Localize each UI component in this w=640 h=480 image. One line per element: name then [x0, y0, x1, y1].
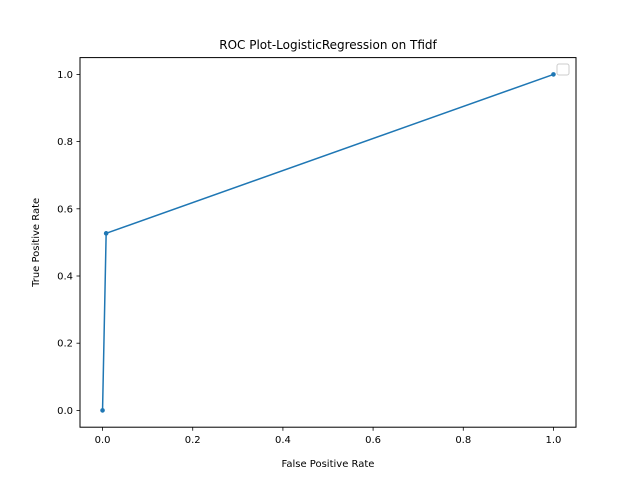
- y-tick-label: 0.0: [57, 406, 73, 417]
- legend: [556, 63, 570, 76]
- roc-data-point: [100, 408, 105, 413]
- chart-title: ROC Plot-LogisticRegression on Tfidf: [219, 38, 437, 52]
- legend-box: [556, 63, 570, 76]
- y-tick-label: 0.2: [57, 339, 73, 350]
- x-tick-label: 0.4: [275, 435, 291, 446]
- y-tick-label: 0.8: [57, 137, 73, 148]
- y-tick-label: 1.0: [57, 70, 73, 81]
- y-tick-label: 0.6: [57, 204, 73, 215]
- roc-data-point: [551, 72, 556, 77]
- x-axis-title: False Positive Rate: [282, 459, 375, 470]
- y-axis-title: True Positive Rate: [31, 198, 42, 288]
- x-tick-label: 1.0: [546, 435, 562, 446]
- x-tick-label: 0.8: [455, 435, 471, 446]
- x-tick-label: 0.6: [365, 435, 381, 446]
- series-layer: [100, 72, 556, 413]
- x-tick-label: 0.0: [95, 435, 111, 446]
- y-tick-label: 0.4: [57, 272, 73, 283]
- ticks-layer: 0.0 0.2 0.4 0.6 0.8 1.0 0.0 0.2 0.4 0.6 0.8 1.0: [57, 70, 561, 446]
- roc-data-point: [103, 231, 109, 236]
- plot-frame: [79, 57, 577, 428]
- x-tick-label: 0.2: [185, 435, 201, 446]
